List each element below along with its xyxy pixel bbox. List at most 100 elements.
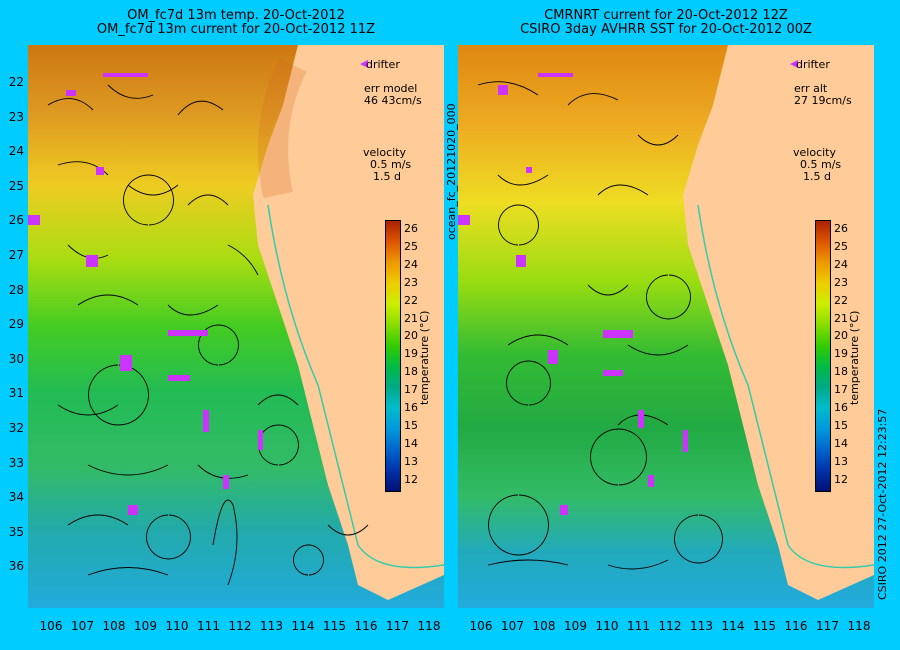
lon-tick: 118 (847, 619, 871, 633)
right-colorbar (815, 220, 831, 492)
right-map-svg (458, 45, 874, 608)
colorbar-tick: 15 (834, 418, 848, 432)
lat-tick: 27 (8, 248, 24, 262)
left-map-svg (28, 45, 444, 608)
colorbar-tick: 14 (404, 436, 418, 450)
colorbar-tick: 22 (404, 293, 418, 307)
right-drifter-legend: drifter (796, 58, 830, 71)
colorbar-tick: 22 (834, 293, 848, 307)
right-side-label: CSIRO 2012 27-Oct-2012 12:23:57 (876, 408, 889, 600)
left-current-vectors (47, 84, 369, 586)
colorbar-tick: 17 (404, 383, 418, 397)
colorbar-tick: 18 (404, 365, 418, 379)
right-drifter-tracks (458, 73, 688, 515)
left-velocity-label: velocity (363, 146, 406, 159)
lon-tick: 116 (784, 619, 808, 633)
lon-tick: 108 (102, 619, 126, 633)
lon-tick: 112 (228, 619, 252, 633)
left-colorbar-label: temperature (°C) (418, 310, 431, 405)
lat-tick: 23 (8, 109, 24, 124)
lon-tick: 107 (501, 619, 524, 633)
lon-tick: 114 (721, 619, 745, 633)
colorbar-tick: 16 (834, 401, 848, 414)
left-velocity-days: 1.5 d (373, 170, 401, 183)
lon-tick: 114 (291, 619, 315, 633)
colorbar-tick: 26 (834, 222, 848, 235)
lat-tick: 33 (8, 455, 24, 470)
lon-tick: 109 (134, 619, 157, 633)
right-panel-title: CMRNRT current for 20-Oct-2012 12Z CSIRO… (458, 9, 874, 37)
colorbar-tick: 23 (834, 275, 848, 289)
left-panel-title: OM_fc7d 13m temp. 20-Oct-2012 OM_fc7d 13… (28, 9, 444, 37)
lat-tick: 32 (8, 421, 24, 435)
lon-tick: 106 (39, 619, 63, 633)
lon-tick: 113 (260, 619, 283, 633)
colorbar-tick: 18 (834, 365, 848, 379)
lat-tick: 36 (8, 559, 24, 574)
lon-tick: 111 (627, 619, 650, 633)
lat-tick: 22 (8, 75, 24, 89)
colorbar-tick: 13 (834, 454, 848, 468)
colorbar-tick: 26 (404, 222, 418, 235)
lon-tick: 109 (564, 619, 587, 633)
left-legend (360, 60, 368, 68)
colorbar-tick: 25 (834, 239, 848, 253)
colorbar-tick: 17 (834, 383, 848, 397)
right-err-label: err alt (794, 82, 828, 95)
lon-tick: 118 (417, 619, 441, 633)
middle-side-label: ocean_fc_20121020_000 (445, 103, 458, 240)
left-title-line2: OM_fc7d 13m current for 20-Oct-2012 11Z (96, 22, 376, 37)
right-title-line2: CSIRO 3day AVHRR SST for 20-Oct-2012 00Z (520, 22, 812, 37)
left-velocity-scale: 0.5 m/s (370, 158, 412, 171)
colorbar-tick: 19 (834, 347, 848, 361)
right-map-panel[interactable]: drifter err alt 27 19cm/s velocity 0.5 m… (458, 45, 874, 608)
right-title-line1: CMRNRT current for 20-Oct-2012 12Z (544, 8, 788, 23)
colorbar-tick: 23 (404, 275, 418, 289)
left-err-label: err model (364, 82, 418, 95)
colorbar-tick: 16 (404, 401, 418, 414)
left-err-value: 46 43cm/s (364, 94, 422, 107)
right-velocity-days: 1.5 d (803, 170, 831, 183)
lat-tick: 24 (8, 144, 24, 159)
colorbar-tick: 15 (404, 418, 418, 432)
right-colorbar-label: temperature (°C) (848, 310, 861, 405)
colorbar-tick: 13 (404, 454, 418, 468)
left-coastal-current-line (267, 204, 444, 569)
left-map-panel[interactable]: drifter err model 46 43cm/s velocity 0.5… (28, 45, 444, 608)
right-coastal-current-line (697, 204, 874, 569)
colorbar-tick: 25 (404, 239, 418, 253)
lon-tick: 111 (197, 619, 220, 633)
colorbar-tick: 12 (404, 472, 418, 486)
left-colorbar (385, 220, 401, 492)
lon-tick: 116 (354, 619, 378, 633)
lon-tick: 115 (753, 619, 776, 633)
lon-tick: 110 (595, 619, 619, 633)
colorbar-tick: 24 (834, 257, 848, 271)
colorbar-tick: 21 (834, 311, 848, 325)
right-velocity-label: velocity (793, 146, 836, 159)
left-drifter-tracks (28, 73, 263, 515)
right-err-value: 27 19cm/s (794, 94, 852, 107)
lon-tick: 117 (816, 619, 839, 633)
lat-tick: 35 (8, 524, 24, 539)
drifter-legend-icon (360, 60, 368, 68)
colorbar-tick: 20 (404, 329, 418, 343)
colorbar-tick: 20 (834, 329, 848, 343)
colorbar-tick: 14 (834, 436, 848, 450)
lon-tick: 115 (323, 619, 346, 633)
colorbar-tick: 19 (404, 347, 418, 361)
right-velocity-scale: 0.5 m/s (800, 158, 842, 171)
lat-tick: 34 (8, 490, 24, 505)
lat-tick: 26 (8, 213, 24, 228)
lon-tick: 106 (469, 619, 493, 633)
colorbar-tick: 12 (834, 472, 848, 486)
colorbar-tick: 24 (404, 257, 418, 271)
lon-tick: 112 (658, 619, 682, 633)
lon-tick: 108 (532, 619, 556, 633)
right-current-vectors (477, 81, 723, 570)
drifter-legend-icon (790, 60, 798, 68)
left-drifter-legend: drifter (366, 58, 400, 71)
lat-tick: 29 (8, 317, 24, 332)
lat-tick: 31 (8, 386, 24, 401)
left-title-line1: OM_fc7d 13m temp. 20-Oct-2012 (127, 8, 345, 23)
